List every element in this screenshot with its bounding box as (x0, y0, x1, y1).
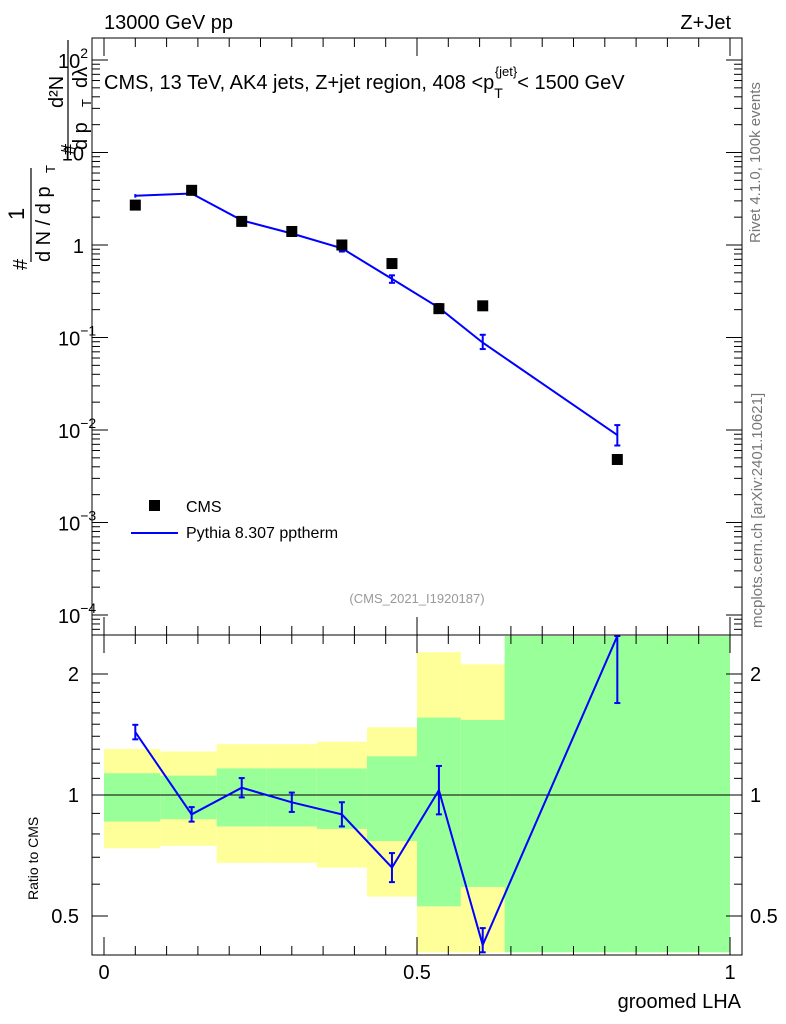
ylabel-one: 1 (4, 208, 29, 220)
ratio-y-tick-label: 1 (68, 785, 79, 807)
energy-label: 13000 GeV pp (104, 12, 233, 34)
ratio-bands (104, 636, 730, 953)
ratio-band-inner (366, 756, 417, 841)
ratio-band-inner (104, 773, 161, 822)
title-sup: {jet} (495, 64, 518, 79)
mc-line (135, 192, 618, 436)
cms-data-point (433, 303, 445, 315)
ylabel-dpt: d p (70, 122, 92, 150)
x-tick-label: 0 (98, 962, 109, 984)
legend-cms-label: CMS (186, 499, 222, 516)
title-main: CMS, 13 TeV, AK4 jets, Z+jet region, 408… (104, 72, 494, 94)
ylabel-t-2: T (79, 99, 94, 107)
mcplots-label: mcplots.cern.ch [arXiv:2401.10621] (749, 393, 766, 628)
ratio-mc (132, 635, 621, 954)
ylabel-dndpt: d N / d p (33, 186, 55, 262)
title-sub: T (494, 85, 503, 101)
main-frame (91, 37, 743, 636)
ratio-y-label: Ratio to CMS (25, 817, 41, 900)
chart-title: CMS, 13 TeV, AK4 jets, Z+jet region, 408… (104, 64, 625, 101)
y-tick-label: 10−4 (58, 600, 96, 628)
ylabel-d2n: d²N (46, 76, 68, 108)
legend-mc-label: Pythia 8.307 pptherm (186, 525, 338, 542)
cms-data-point (186, 184, 198, 196)
cms-data-point (236, 215, 248, 227)
title-tail: < 1500 GeV (517, 72, 625, 94)
ratio-panel: 0.5 0.51 12 2 0 0.5 1 (51, 634, 778, 984)
y-tick-label: 10−3 (58, 508, 96, 536)
y-tick-label: 1 (73, 236, 84, 258)
ratio-x-ticks: 0 0.5 1 (98, 635, 736, 984)
main-y-label: # 1 d N / d p T # d²N d p T dλ (4, 40, 94, 270)
cms-data-point (477, 300, 489, 312)
ratio-band-inner (460, 719, 505, 887)
rivet-label: Rivet 4.1.0, 100k events (747, 82, 764, 243)
cms-data-point (611, 453, 623, 465)
y-tick-label: 10−2 (58, 415, 96, 443)
cms-data-point (286, 225, 298, 237)
ylabel-hash-1: # (10, 258, 32, 270)
ratio-y-tick-label-right: 0.5 (750, 906, 778, 928)
cms-data-point (386, 258, 398, 270)
main-x-ticks (103, 38, 731, 635)
ylabel-dlambda: dλ (70, 67, 92, 88)
ratio-y-ticks: 0.5 0.5 1 1 2 2 (51, 664, 778, 928)
x-tick-label: 1 (724, 962, 735, 984)
x-tick-label: 0.5 (403, 962, 431, 984)
ratio-y-tick-label: 0.5 (51, 906, 79, 928)
main-series (129, 184, 623, 465)
legend-cms-marker (149, 500, 160, 511)
y-tick-label: 10−1 (58, 323, 96, 351)
ylabel-hash-2: # (58, 143, 80, 155)
analysis-id: (CMS_2021_I1920187) (349, 591, 484, 606)
process-label: Z+Jet (680, 12, 731, 34)
legend: CMS Pythia 8.307 pptherm (131, 499, 338, 542)
cms-data-point (129, 199, 141, 211)
y-tick-label: 10 (62, 144, 84, 166)
cms-data-point (336, 239, 348, 251)
ylabel-t-1: T (43, 165, 58, 173)
ratio-y-tick-label-right: 2 (750, 664, 761, 686)
ratio-y-tick-label: 2 (68, 664, 79, 686)
ratio-y-tick-label-right: 1 (750, 785, 761, 807)
x-axis-label: groomed LHA (618, 991, 742, 1013)
